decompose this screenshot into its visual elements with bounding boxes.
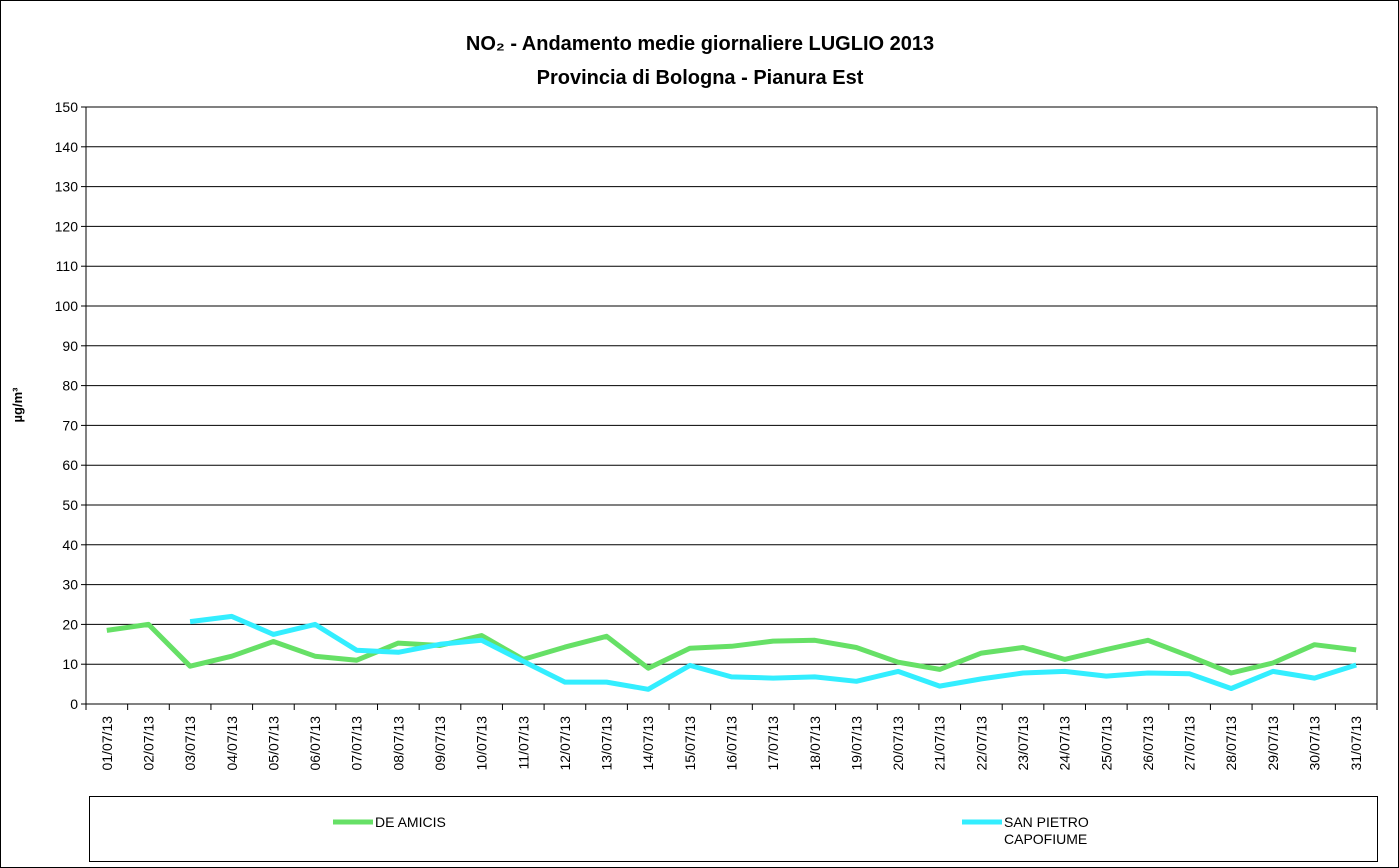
x-tick-label: 28/07/13 xyxy=(1223,716,1239,771)
y-tick-label: 150 xyxy=(55,99,79,115)
x-tick-label: 11/07/13 xyxy=(515,716,531,770)
x-tick-label: 15/07/13 xyxy=(682,716,698,771)
x-tick-label: 17/07/13 xyxy=(765,716,781,771)
x-tick-label: 25/07/13 xyxy=(1098,716,1114,771)
legend-label: DE AMICIS xyxy=(375,814,446,830)
data-line xyxy=(106,621,1357,676)
x-tick-label: 03/07/13 xyxy=(182,716,198,771)
x-tick-label: 21/07/13 xyxy=(932,716,948,771)
y-tick-label: 10 xyxy=(62,656,78,672)
chart-title: NO₂ - Andamento medie giornaliere LUGLIO… xyxy=(466,33,934,55)
legend-box xyxy=(89,796,1378,862)
y-tick-label: 80 xyxy=(62,378,78,394)
x-tick-label: 27/07/13 xyxy=(1182,716,1198,771)
x-tick-label: 18/07/13 xyxy=(807,716,823,771)
x-tick-label: 05/07/13 xyxy=(265,716,281,771)
x-tick-label: 10/07/13 xyxy=(474,716,490,771)
y-tick-label: 130 xyxy=(55,179,79,195)
y-tick-label: 90 xyxy=(62,338,78,354)
y-tick-label: 30 xyxy=(62,577,78,593)
x-tick-label: 01/07/13 xyxy=(99,716,115,771)
x-tick-label: 12/07/13 xyxy=(557,716,573,771)
y-tick-label: 140 xyxy=(55,139,79,155)
y-axis-label: µg/m³ xyxy=(10,387,25,423)
x-tick-label: 07/07/13 xyxy=(349,716,365,771)
y-tick-label: 110 xyxy=(56,258,79,274)
y-tick-label: 20 xyxy=(62,616,78,632)
y-tick-label: 50 xyxy=(62,497,78,513)
data-line xyxy=(189,613,1357,692)
x-tick-label: 23/07/13 xyxy=(1015,716,1031,771)
x-tick-label: 13/07/13 xyxy=(599,716,615,771)
x-tick-label: 24/07/13 xyxy=(1057,716,1073,771)
x-tick-label: 08/07/13 xyxy=(390,716,406,771)
x-tick-label: 14/07/13 xyxy=(640,716,656,771)
chart-subtitle: Provincia di Bologna - Pianura Est xyxy=(537,67,864,89)
y-tick-label: 100 xyxy=(55,298,79,314)
y-tick-label: 0 xyxy=(70,696,78,712)
x-tick-label: 19/07/13 xyxy=(848,716,864,771)
x-tick-label: 31/07/13 xyxy=(1348,716,1364,771)
x-tick-label: 06/07/13 xyxy=(307,716,323,771)
x-tick-label: 22/07/13 xyxy=(973,716,989,771)
x-tick-label: 02/07/13 xyxy=(140,716,156,771)
x-tick-label: 20/07/13 xyxy=(890,716,906,771)
y-tick-label: 70 xyxy=(62,417,78,433)
x-tick-label: 04/07/13 xyxy=(224,716,240,771)
legend-label: SAN PIETRO CAPOFIUME xyxy=(1004,814,1089,847)
y-tick-label: 120 xyxy=(55,218,79,234)
y-tick-label: 40 xyxy=(62,537,78,553)
x-tick-label: 26/07/13 xyxy=(1140,716,1156,771)
x-tick-label: 30/07/13 xyxy=(1307,716,1323,771)
x-tick-label: 29/07/13 xyxy=(1265,716,1281,771)
x-tick-label: 09/07/13 xyxy=(432,716,448,771)
x-tick-label: 16/07/13 xyxy=(724,716,740,771)
y-tick-label: 60 xyxy=(62,457,78,473)
